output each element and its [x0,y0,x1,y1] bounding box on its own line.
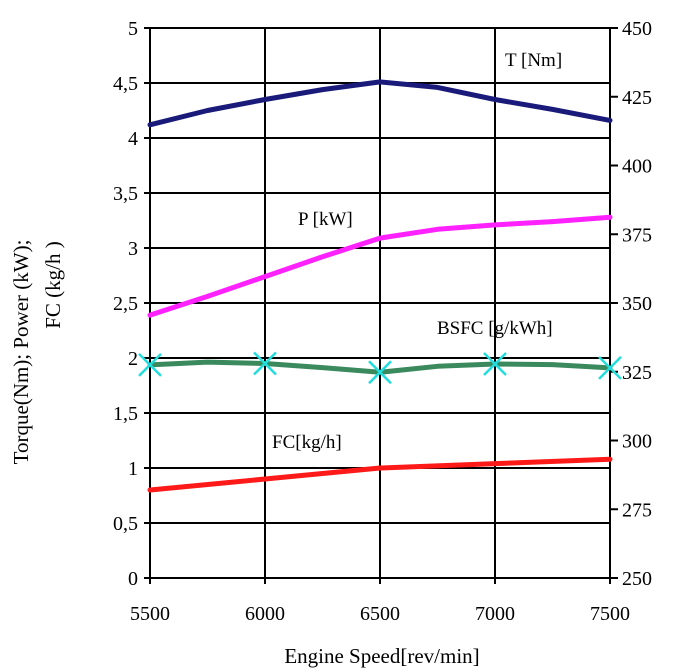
right-tick-label-6: 400 [622,156,652,178]
left-tick-label-2: 1 [128,458,138,480]
marker-stroke-b [483,352,507,376]
x-axis-label: Engine Speed[rev/min] [284,644,479,668]
right-tick-label-1: 275 [622,499,652,521]
x-tick-label-2: 6500 [360,603,400,625]
left-tick-label-3: 1,5 [113,403,138,425]
x-tick-label-3: 7000 [475,603,515,625]
series-line-3 [147,456,613,493]
right-axis-ticks: 250 275 300 325 350 375 400 425 450 [610,18,652,590]
marker-stroke-b [138,352,162,377]
series-marker-2-0 [138,352,162,377]
left-tick-label-1: 0,5 [113,513,138,535]
left-tick-label-5: 2,5 [113,293,138,315]
y-axis-label-line1: Torque(Nm); Power (kW); [9,240,33,465]
series-label-2: BSFC [g/kWh] [437,318,553,339]
marker-stroke-b [368,360,392,385]
series-marker-2-4 [598,356,622,380]
left-axis-ticks: 0 0,5 1 1,5 2 2,5 3 3,5 4 4,5 5 [113,18,150,590]
left-tick-label-7: 3,5 [113,183,138,205]
right-tick-label-2: 300 [622,431,652,453]
series-group [138,79,622,493]
right-tick-label-7: 425 [622,87,652,109]
series-marker-2-2 [368,360,392,385]
series-marker-2-3 [483,352,507,376]
left-tick-label-8: 4 [128,128,138,150]
y-axis-label-line2: FC (kg/h ) [41,241,65,329]
right-tick-label-4: 350 [622,293,652,315]
marker-stroke-b [598,356,622,380]
left-tick-label-0: 0 [128,568,138,590]
left-tick-label-4: 2 [128,348,138,370]
grid-lines [149,27,611,579]
x-axis-ticks: 5500 6000 6500 7000 7500 [130,578,630,625]
series-label-0: T [Nm] [505,50,562,71]
left-tick-label-10: 5 [128,18,138,40]
left-tick-label-6: 3 [128,238,138,260]
series-marker-2-1 [253,351,277,376]
x-tick-label-4: 7500 [590,603,630,625]
series-line-0 [147,79,613,128]
right-tick-label-8: 450 [622,18,652,40]
series-label-3: FC[kg/h] [272,432,342,453]
right-tick-label-0: 250 [622,568,652,590]
marker-stroke-b [253,351,277,376]
series-label-1: P [kW] [298,209,353,230]
right-tick-label-3: 325 [622,362,652,384]
series-labels: T [Nm] P [kW] BSFC [g/kWh] FC[kg/h] [272,50,562,453]
x-tick-label-1: 6000 [245,603,285,625]
right-tick-label-5: 375 [622,224,652,246]
series-line-1 [147,214,613,318]
left-tick-label-9: 4,5 [113,73,138,95]
x-tick-label-0: 5500 [130,603,170,625]
